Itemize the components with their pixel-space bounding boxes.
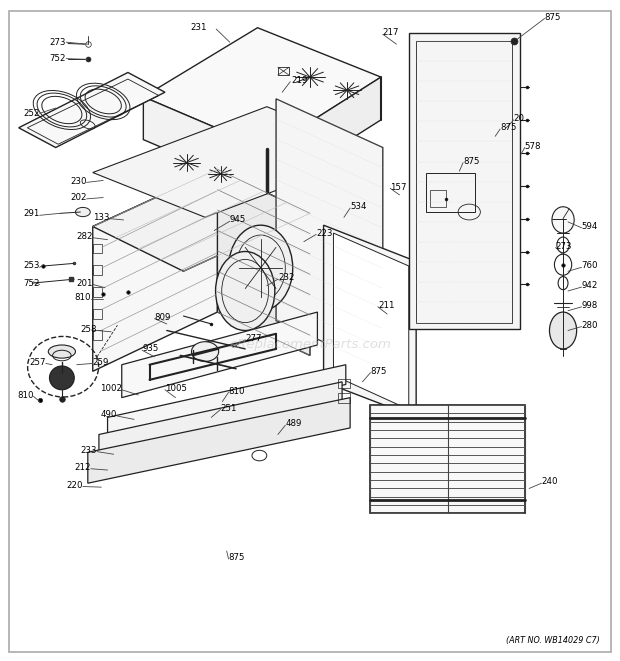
- Polygon shape: [88, 398, 350, 483]
- Polygon shape: [93, 106, 379, 217]
- Text: 1002: 1002: [100, 384, 122, 393]
- Text: 220: 220: [66, 481, 83, 490]
- Text: 752: 752: [50, 54, 66, 63]
- Ellipse shape: [50, 366, 74, 390]
- Polygon shape: [122, 312, 317, 398]
- Text: 942: 942: [582, 281, 598, 290]
- Text: 212: 212: [74, 463, 91, 472]
- Text: 257: 257: [29, 358, 46, 367]
- Ellipse shape: [552, 207, 574, 233]
- Text: 1005: 1005: [165, 384, 187, 393]
- Text: 875: 875: [463, 157, 480, 166]
- Text: eReplacementParts.com: eReplacementParts.com: [229, 338, 391, 352]
- Bar: [338, 393, 350, 403]
- Text: 810: 810: [229, 387, 245, 395]
- Text: 534: 534: [350, 202, 366, 212]
- Text: 875: 875: [371, 367, 387, 376]
- Polygon shape: [143, 28, 381, 149]
- Bar: [426, 173, 476, 212]
- Polygon shape: [334, 233, 409, 409]
- Bar: [93, 309, 102, 319]
- Text: 157: 157: [390, 182, 407, 192]
- Text: 273: 273: [556, 242, 572, 251]
- Text: 935: 935: [142, 344, 159, 354]
- Text: 230: 230: [70, 176, 87, 186]
- Polygon shape: [19, 73, 165, 147]
- Polygon shape: [218, 169, 310, 356]
- Polygon shape: [371, 405, 525, 514]
- Polygon shape: [143, 97, 267, 192]
- Text: 232: 232: [278, 274, 294, 282]
- Text: 489: 489: [285, 420, 302, 428]
- Bar: [93, 287, 102, 297]
- Text: 211: 211: [378, 301, 394, 310]
- Text: 490: 490: [101, 410, 117, 419]
- Polygon shape: [324, 225, 416, 417]
- Text: 259: 259: [93, 358, 109, 367]
- Text: 133: 133: [93, 213, 109, 222]
- Bar: [93, 265, 102, 275]
- Bar: [93, 244, 102, 253]
- Text: 251: 251: [221, 404, 237, 412]
- Text: 231: 231: [190, 23, 207, 32]
- Bar: [430, 190, 446, 207]
- Text: 810: 810: [74, 293, 91, 302]
- Text: 20: 20: [514, 114, 525, 123]
- Text: 760: 760: [582, 262, 598, 270]
- Polygon shape: [93, 169, 310, 271]
- Text: 578: 578: [525, 141, 541, 151]
- Text: 280: 280: [582, 321, 598, 330]
- Polygon shape: [409, 33, 520, 329]
- Bar: [338, 379, 350, 389]
- Polygon shape: [99, 382, 342, 454]
- Polygon shape: [107, 365, 346, 437]
- Text: 810: 810: [17, 391, 33, 399]
- Text: 875: 875: [229, 553, 245, 562]
- Text: 217: 217: [383, 28, 399, 38]
- Text: 201: 201: [76, 278, 93, 288]
- Ellipse shape: [192, 342, 219, 362]
- Text: 809: 809: [154, 313, 171, 322]
- Text: 277: 277: [245, 334, 262, 343]
- Ellipse shape: [216, 252, 275, 330]
- Text: 223: 223: [316, 229, 333, 237]
- Text: 233: 233: [81, 446, 97, 455]
- Text: (ART NO. WB14029 C7): (ART NO. WB14029 C7): [507, 636, 600, 645]
- Ellipse shape: [48, 345, 76, 358]
- Ellipse shape: [549, 312, 577, 349]
- Text: 253: 253: [23, 262, 40, 270]
- Text: 282: 282: [76, 232, 93, 241]
- Text: 945: 945: [230, 215, 246, 225]
- Polygon shape: [267, 77, 381, 192]
- Bar: [93, 330, 102, 340]
- Text: 252: 252: [23, 109, 40, 118]
- Text: 219: 219: [291, 76, 308, 85]
- Text: 291: 291: [24, 210, 40, 219]
- Bar: [278, 67, 289, 75]
- Text: 998: 998: [582, 301, 598, 310]
- Text: 594: 594: [582, 222, 598, 231]
- Text: 752: 752: [23, 278, 40, 288]
- Text: 273: 273: [50, 38, 66, 47]
- Polygon shape: [93, 169, 218, 371]
- Polygon shape: [276, 98, 383, 369]
- Text: 240: 240: [541, 477, 558, 486]
- Text: 875: 875: [544, 13, 561, 22]
- Text: 202: 202: [70, 193, 87, 202]
- Text: 258: 258: [81, 325, 97, 334]
- Ellipse shape: [76, 208, 91, 217]
- Ellipse shape: [229, 225, 293, 311]
- Text: 875: 875: [500, 123, 516, 132]
